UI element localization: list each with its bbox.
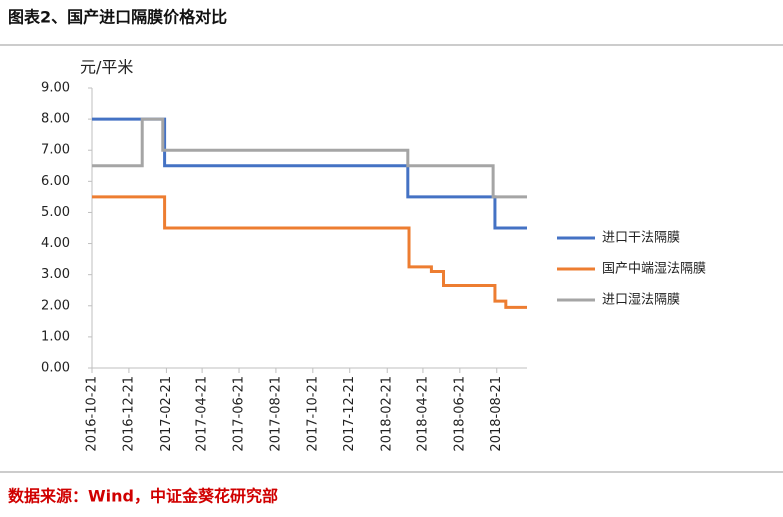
x-tick-label: 2017-06-21 [232,376,247,452]
x-tick-label: 2017-10-21 [305,376,320,452]
x-tick-label: 2018-08-21 [489,376,504,452]
x-tick-label: 2017-02-21 [159,376,174,452]
y-tick-label: 3.00 [41,267,70,282]
y-tick-label: 0.00 [41,361,70,376]
y-tick-label: 5.00 [41,205,70,220]
y-tick-label: 8.00 [41,112,70,127]
y-tick-label: 6.00 [41,174,70,189]
x-tick-label: 2017-04-21 [195,376,210,452]
legend-label: 进口湿法隔膜 [602,293,680,308]
y-tick-label: 1.00 [41,329,70,344]
source: 数据来源：Wind，中证金葵花研究部 [8,487,278,506]
series-line [92,195,527,309]
series-line [92,117,527,199]
x-tick-label: 2016-12-21 [121,376,136,452]
x-tick-label: 2016-10-21 [85,376,100,452]
legend-label: 国产中端湿法隔膜 [602,262,706,277]
y-tick-label: 9.00 [41,81,70,96]
x-tick-label: 2018-04-21 [415,376,430,452]
x-tick-label: 2018-02-21 [380,376,395,452]
legend-label: 进口干法隔膜 [602,231,680,246]
series-line [92,117,527,230]
y-tick-label: 7.00 [41,143,70,158]
x-tick-label: 2018-06-21 [452,376,467,452]
chart-title: 图表2、国产进口隔膜价格对比 [8,8,227,27]
y-axis-label: 元/平米 [80,58,133,77]
y-tick-label: 4.00 [41,236,70,251]
x-tick-label: 2017-12-21 [342,376,357,452]
x-tick-label: 2017-08-21 [268,376,283,452]
y-tick-label: 2.00 [41,298,70,313]
